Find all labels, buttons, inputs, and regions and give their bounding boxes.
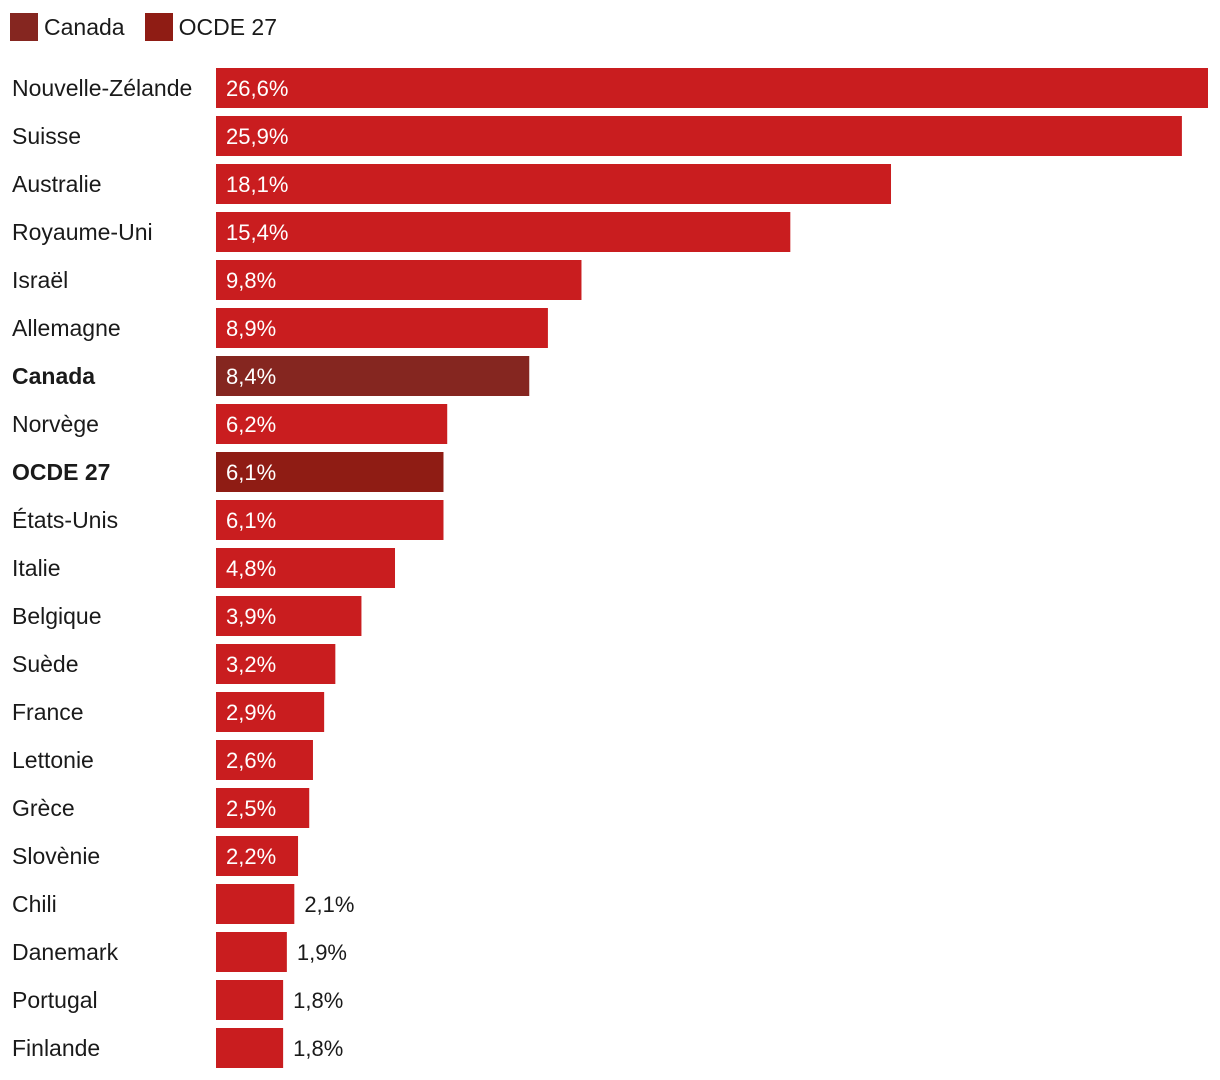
bar-lettonie xyxy=(216,740,313,780)
value-label-danemark: 1,9% xyxy=(297,940,347,965)
bar-etats-unis xyxy=(216,500,444,540)
value-label-ocde-27: 6,1% xyxy=(226,460,276,485)
value-label-portugal: 1,8% xyxy=(293,988,343,1013)
category-label-israel: Israël xyxy=(12,267,68,293)
bar-norvege xyxy=(216,404,448,444)
category-label-australie: Australie xyxy=(12,171,101,197)
category-label-france: France xyxy=(12,699,84,725)
bar-italie xyxy=(216,548,396,588)
value-label-norvege: 6,2% xyxy=(226,412,276,437)
value-label-grece: 2,5% xyxy=(226,796,276,821)
category-label-canada: Canada xyxy=(12,363,95,389)
value-label-australie: 18,1% xyxy=(226,172,288,197)
value-label-israel: 9,8% xyxy=(226,268,276,293)
bar-australie xyxy=(216,164,892,204)
category-label-suisse: Suisse xyxy=(12,123,81,149)
legend-item-ocde: OCDE 27 xyxy=(144,13,278,41)
bar-chili xyxy=(216,884,295,924)
bar-allemagne xyxy=(216,308,548,348)
legend-label-ocde: OCDE 27 xyxy=(178,13,278,40)
value-label-italie: 4,8% xyxy=(226,556,276,581)
category-label-ocde-27: OCDE 27 xyxy=(12,459,110,485)
category-label-suede: Suède xyxy=(12,651,79,677)
value-label-suede: 3,2% xyxy=(226,652,276,677)
value-label-canada: 8,4% xyxy=(226,364,276,389)
category-label-royaume-uni: Royaume-Uni xyxy=(12,219,153,245)
value-label-royaume-uni: 15,4% xyxy=(226,220,288,245)
bar-danemark xyxy=(216,932,287,972)
legend-swatch-ocde xyxy=(144,13,173,41)
bar-royaume-uni xyxy=(216,212,791,252)
category-label-lettonie: Lettonie xyxy=(12,747,94,773)
category-label-allemagne: Allemagne xyxy=(12,315,121,341)
category-label-italie: Italie xyxy=(12,555,61,581)
value-label-lettonie: 2,6% xyxy=(226,748,276,773)
value-label-slovenie: 2,2% xyxy=(226,844,276,869)
value-label-france: 2,9% xyxy=(226,700,276,725)
bar-slovenie xyxy=(216,836,299,876)
value-label-nouvelle-zelande: 26,6% xyxy=(226,76,288,101)
bar-nouvelle-zelande xyxy=(216,68,1208,108)
value-label-suisse: 25,9% xyxy=(226,124,288,149)
bar-portugal xyxy=(216,980,284,1020)
bar-israel xyxy=(216,260,582,300)
bar-finlande xyxy=(216,1028,284,1068)
legend-swatch-canada xyxy=(10,13,38,41)
bar-ocde-27 xyxy=(216,452,444,492)
bar-belgique xyxy=(216,596,362,636)
category-label-portugal: Portugal xyxy=(12,987,98,1013)
category-label-etats-unis: États-Unis xyxy=(12,507,118,533)
value-label-belgique: 3,9% xyxy=(226,604,276,629)
bar-france xyxy=(216,692,325,732)
chart-legend: Canada OCDE 27 xyxy=(10,12,297,42)
category-label-norvege: Norvège xyxy=(12,411,99,437)
category-label-grece: Grèce xyxy=(12,795,75,821)
category-label-finlande: Finlande xyxy=(12,1035,100,1061)
value-label-chili: 2,1% xyxy=(304,892,354,917)
bar-suisse xyxy=(216,116,1182,156)
category-label-chili: Chili xyxy=(12,891,57,917)
category-label-nouvelle-zelande: Nouvelle-Zélande xyxy=(12,75,192,101)
legend-label-canada: Canada xyxy=(44,13,125,40)
value-label-etats-unis: 6,1% xyxy=(226,508,276,533)
value-label-allemagne: 8,9% xyxy=(226,316,276,341)
bar-grece xyxy=(216,788,310,828)
category-label-slovenie: Slovènie xyxy=(12,843,100,869)
category-label-danemark: Danemark xyxy=(12,939,119,965)
value-label-finlande: 1,8% xyxy=(293,1036,343,1061)
legend-item-canada: Canada xyxy=(10,13,125,41)
category-label-belgique: Belgique xyxy=(12,603,102,629)
bar-canada xyxy=(216,356,530,396)
bar-suede xyxy=(216,644,336,684)
